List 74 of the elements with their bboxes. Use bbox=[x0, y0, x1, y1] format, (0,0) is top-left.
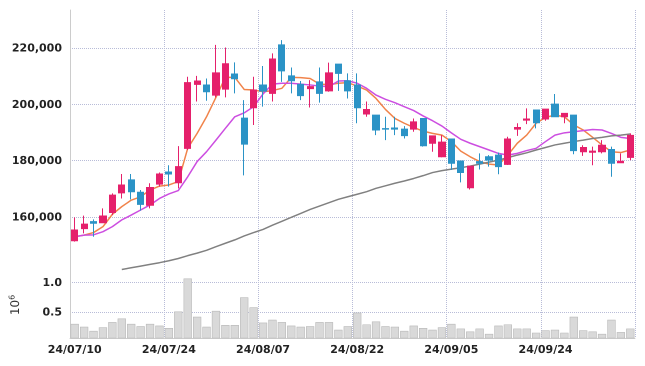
y-tick-label: 0.5 bbox=[42, 306, 62, 319]
candlestick bbox=[495, 152, 502, 175]
candlestick bbox=[363, 101, 370, 118]
candlestick bbox=[598, 140, 606, 154]
y-axis-title: 106 bbox=[8, 294, 22, 316]
candlestick bbox=[118, 173, 125, 199]
candlestick bbox=[438, 134, 446, 158]
candlestick bbox=[354, 72, 361, 124]
candlestick bbox=[344, 72, 351, 99]
x-tick-label: 24/08/22 bbox=[330, 343, 384, 356]
candlestick bbox=[156, 172, 163, 188]
candlestick bbox=[128, 173, 135, 200]
candlestick bbox=[250, 76, 257, 126]
candlestick bbox=[231, 62, 238, 94]
candlestick bbox=[457, 160, 464, 183]
candlestick bbox=[165, 164, 172, 188]
y-tick-label: 160,000 bbox=[12, 210, 62, 224]
candlestick bbox=[485, 154, 493, 168]
candlestick bbox=[278, 40, 285, 82]
candlestick bbox=[316, 66, 323, 104]
candlestick bbox=[448, 138, 455, 171]
candlestick bbox=[589, 146, 596, 166]
x-tick-label: 24/09/24 bbox=[518, 343, 573, 356]
candlestick bbox=[241, 100, 248, 176]
candlestick bbox=[194, 75, 201, 102]
x-tick-label: 24/09/05 bbox=[424, 343, 478, 356]
y-tick-label: 220,000 bbox=[12, 42, 62, 55]
candlestick bbox=[627, 132, 634, 161]
candlestick bbox=[617, 152, 624, 164]
candlestick bbox=[297, 80, 304, 101]
candlestick bbox=[580, 144, 587, 156]
candlestick bbox=[212, 44, 220, 98]
y-tick-label: 1.0 bbox=[42, 276, 62, 290]
candlestick bbox=[325, 62, 333, 92]
candlestick bbox=[391, 116, 398, 136]
candlestick bbox=[467, 166, 474, 190]
candlestick bbox=[71, 216, 78, 242]
candlestick bbox=[146, 182, 154, 209]
candlestick bbox=[382, 116, 389, 141]
candlestick bbox=[476, 152, 483, 170]
candlestick bbox=[222, 46, 229, 98]
candlestick bbox=[542, 108, 549, 122]
x-tick-label: 24/08/07 bbox=[236, 343, 290, 356]
candlestick bbox=[420, 118, 427, 148]
candlestick bbox=[81, 215, 88, 234]
candlestick bbox=[184, 76, 191, 151]
candlestick bbox=[561, 112, 568, 124]
candlestick bbox=[90, 218, 97, 238]
candlestick bbox=[533, 110, 540, 129]
x-tick-label: 24/07/10 bbox=[48, 343, 102, 356]
candlestick bbox=[99, 208, 107, 224]
candlestick bbox=[335, 64, 342, 92]
candlestick bbox=[504, 136, 511, 166]
candlestick bbox=[410, 118, 417, 132]
candlestick bbox=[608, 146, 615, 178]
x-tick-label: 24/07/24 bbox=[142, 343, 196, 356]
y-tick-label: 200,000 bbox=[12, 98, 62, 111]
candlestick bbox=[401, 126, 408, 139]
candlestick bbox=[372, 114, 380, 136]
candlestick bbox=[269, 52, 276, 102]
line-series bbox=[121, 133, 632, 270]
candlestick bbox=[288, 66, 295, 94]
candlestick bbox=[137, 190, 144, 212]
candlestick bbox=[570, 114, 577, 155]
candlestick bbox=[203, 78, 210, 102]
candlestick bbox=[429, 135, 436, 152]
candlestick bbox=[109, 192, 116, 216]
candlestick bbox=[259, 66, 267, 108]
y-tick-label: 180,000 bbox=[12, 154, 62, 168]
candlestick bbox=[175, 146, 182, 189]
candlestick bbox=[551, 93, 559, 118]
candlestick bbox=[523, 108, 530, 125]
candlestick bbox=[307, 80, 314, 108]
candlestick bbox=[514, 122, 521, 136]
